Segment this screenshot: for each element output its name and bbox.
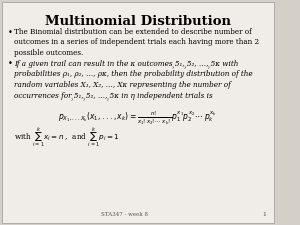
Text: with $\sum_{i=1}^{k} x_i = n$ ,  and $\sum_{i=1}^{k} p_i = 1$: with $\sum_{i=1}^{k} x_i = n$ , and $\su… [14, 125, 120, 149]
Text: STA347 - week 8: STA347 - week 8 [101, 212, 148, 217]
Text: $p_{X_1,...X_k}(x_1,...,x_k)=\frac{n!}{x_1!x_2!\cdots\ x_k!}$$p_1^{x_1}p_2^{x_2}: $p_{X_1,...X_k}(x_1,...,x_k)=\frac{n!}{x… [58, 110, 217, 127]
Text: •: • [8, 28, 12, 37]
FancyBboxPatch shape [2, 2, 274, 223]
Text: Multinomial Distribution: Multinomial Distribution [45, 15, 231, 28]
Text: If a given trail can result in the κ outcomes ̹5₁, ̹5₂, …, ̹5κ with
probabilitie: If a given trail can result in the κ out… [14, 59, 252, 100]
Text: •: • [8, 59, 12, 68]
Text: The Binomial distribution can be extended to describe number of
outcomes in a se: The Binomial distribution can be extende… [14, 28, 259, 57]
Text: 1: 1 [262, 212, 267, 217]
